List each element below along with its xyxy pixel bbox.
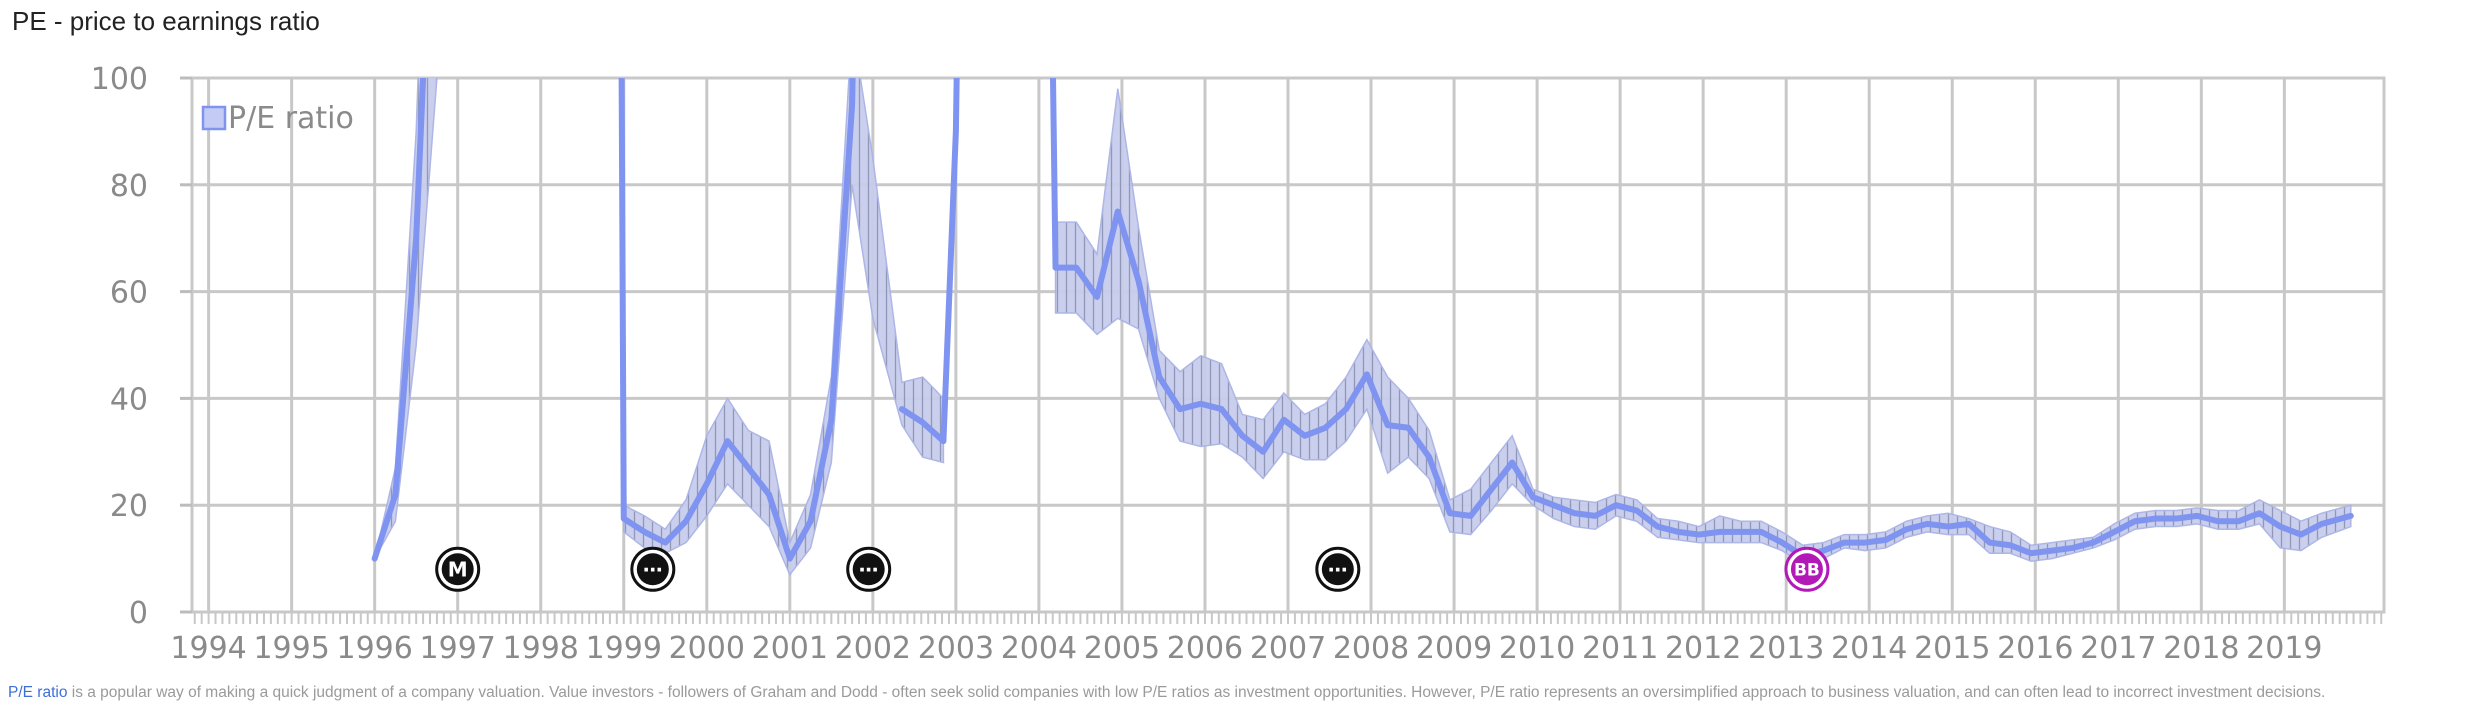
legend-swatch (201, 105, 227, 131)
band-layer (373, 78, 2352, 577)
x-tick-label: 2014 (1831, 631, 1907, 666)
x-tick-label: 2016 (1997, 631, 2073, 666)
footer-description: P/E ratio is a popular way of making a q… (8, 684, 2325, 702)
x-tick-label: 1997 (420, 631, 496, 666)
x-tick-label: 2010 (1499, 631, 1575, 666)
x-tick-label: 2011 (1582, 631, 1658, 666)
y-tick-label: 20 (110, 489, 148, 524)
chart-title: PE - price to earnings ratio (12, 6, 320, 36)
series-line-pe-ratio (1050, 78, 2354, 559)
event-marker-label: M (448, 557, 468, 581)
event-marker-label: BB (1794, 560, 1820, 580)
series-line-pe-ratio (618, 78, 856, 562)
line-layer (371, 78, 2354, 562)
pe-ratio-link[interactable]: P/E ratio (8, 684, 68, 701)
x-tick-label: 1999 (586, 631, 662, 666)
x-tick-label: 2013 (1748, 631, 1824, 666)
x-tick-label: 2019 (2246, 631, 2322, 666)
event-marker-dot (852, 553, 885, 586)
footer-text: is a popular way of making a quick judgm… (67, 684, 2326, 701)
y-tick-label: 40 (110, 382, 148, 417)
x-tick-label: 2012 (1665, 631, 1741, 666)
event-markers: M ⋯ ⋯ ⋯ BB (435, 546, 1830, 592)
x-tick-label: 2015 (1914, 631, 1990, 666)
event-marker: ⋯ (1315, 546, 1361, 592)
event-marker-dot (636, 553, 669, 586)
x-tick-label: 2003 (918, 631, 994, 666)
x-tick-label: 1996 (336, 631, 412, 666)
range-band (373, 78, 438, 559)
event-marker: ⋯ (846, 546, 892, 592)
x-tick-label: 2006 (1167, 631, 1243, 666)
x-tick-label: 2004 (1001, 631, 1077, 666)
x-tick-label: 1995 (253, 631, 329, 666)
y-tick-label: 60 (110, 276, 148, 311)
x-axis: 1994 1995 1996 1997 1998 1999 2000 2001 2002 2003… (170, 612, 2383, 666)
event-marker-dot (1790, 553, 1823, 586)
series-line-pe-ratio (371, 78, 427, 562)
x-tick-label: 2001 (752, 631, 828, 666)
x-tick-label: 2002 (835, 631, 911, 666)
event-marker: M (435, 546, 481, 592)
legend-label: P/E ratio (228, 101, 354, 136)
series-line-pe-ratio (898, 78, 960, 445)
range-band (623, 78, 945, 577)
x-tick-label: 2007 (1250, 631, 1326, 666)
x-tick-label: 1998 (503, 631, 579, 666)
x-tick-label: 2009 (1416, 631, 1492, 666)
event-marker-dot (1321, 553, 1354, 586)
event-marker: BB (1784, 546, 1830, 592)
y-axis: 0 20 40 60 80 100 (91, 62, 192, 631)
grid (190, 76, 2386, 614)
range-band (1054, 88, 2352, 565)
event-marker: ⋯ (630, 546, 676, 592)
event-marker-label: ⋯ (859, 557, 879, 581)
x-tick-label: 1994 (170, 631, 246, 666)
x-tick-label: 2005 (1084, 631, 1160, 666)
y-tick-label: 80 (110, 169, 148, 204)
x-tick-label: 2008 (1333, 631, 1409, 666)
event-marker-label: ⋯ (1328, 557, 1348, 581)
x-tick-label: 2018 (2163, 631, 2239, 666)
event-marker-label: ⋯ (643, 557, 663, 581)
legend: P/E ratio (201, 101, 354, 136)
x-tick-label: 2000 (669, 631, 745, 666)
y-tick-label: 0 (129, 596, 148, 631)
event-marker-dot (441, 553, 474, 586)
x-tick-label: 2017 (2080, 631, 2156, 666)
y-tick-label: 100 (91, 62, 148, 97)
